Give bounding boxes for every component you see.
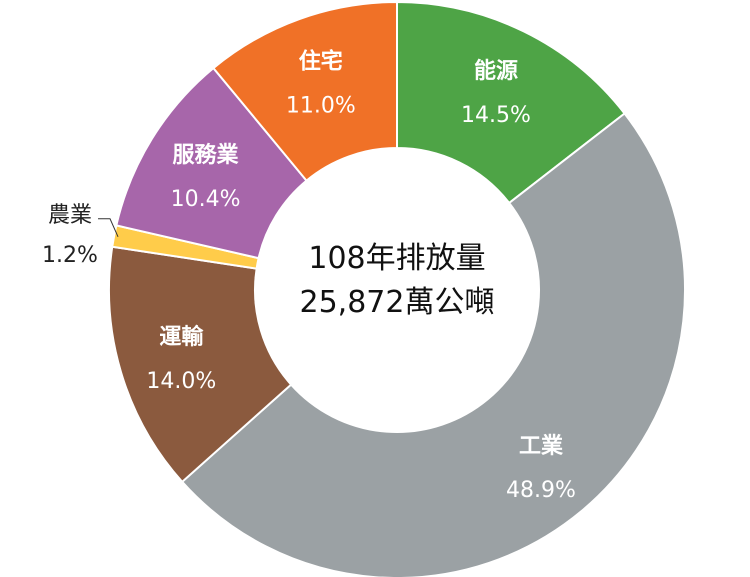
- slice-value-label: 1.2%: [42, 243, 98, 268]
- slice-3: [108, 245, 293, 484]
- slice-value-label: 10.4%: [171, 187, 241, 212]
- donut-slices: [108, 0, 686, 577]
- slice-value-label: 48.9%: [506, 478, 576, 503]
- slice-6: [212, 0, 398, 182]
- slice-name-label: 工業: [519, 434, 564, 459]
- slice-2: [180, 112, 686, 577]
- slice-name-label: 住宅: [299, 48, 343, 74]
- slice-1: [396, 0, 626, 205]
- center-label-line-1: 108年排放量: [308, 241, 485, 276]
- slice-name-label: 農業: [48, 203, 92, 228]
- center-label: 108年排放量 25,872萬公噸: [300, 241, 495, 320]
- slice-labels: 能源 14.5% 工業 48.9% 運輸 14.0% 農業 1.2% 服務業 10.4% 住宅 11.…: [42, 48, 576, 503]
- slice-value-label: 14.5%: [461, 103, 531, 128]
- slice-value-label: 14.0%: [146, 369, 216, 394]
- center-label-line-2: 25,872萬公噸: [300, 285, 495, 320]
- leader-line: [98, 218, 119, 237]
- slice-name-label: 能源: [474, 58, 518, 84]
- slice-name-label: 服務業: [173, 142, 240, 168]
- slice-value-label: 11.0%: [286, 93, 356, 118]
- slice-name-label: 運輸: [159, 324, 204, 350]
